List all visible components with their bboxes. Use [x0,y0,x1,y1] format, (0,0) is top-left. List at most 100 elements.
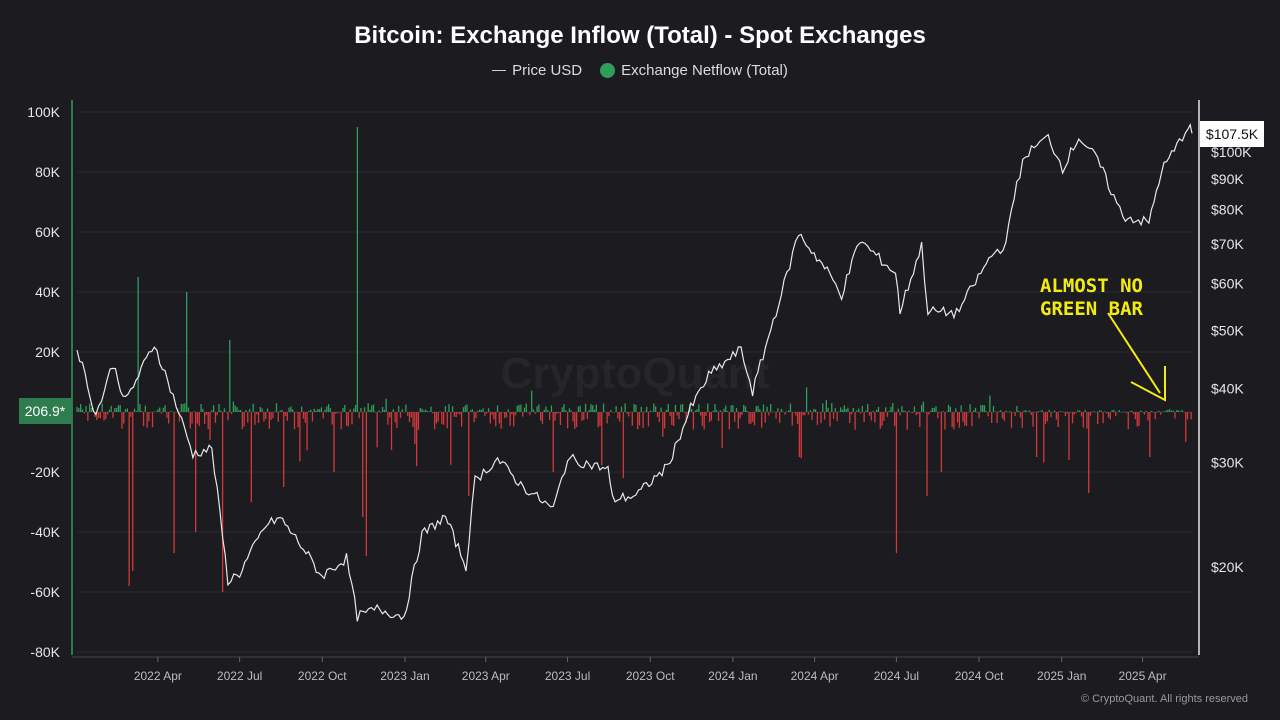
netflow-bar [496,405,499,412]
netflow-bar [698,404,700,412]
netflow-bar [946,411,948,412]
netflow-bar [1113,409,1115,412]
copyright: © CryptoQuant. All rights reserved [1080,693,1248,705]
netflow-bar [570,410,572,412]
netflow-bar [642,412,644,429]
netflow-bar [1132,412,1135,415]
netflow-bar [186,292,188,412]
netflow-bar [459,412,461,415]
watermark: CryptoQuant [501,349,770,398]
netflow-bar [374,411,376,413]
netflow-bar [387,412,389,425]
netflow-bar [895,412,898,553]
netflow-bar [313,408,315,412]
netflow-bar [651,411,653,412]
netflow-bar [791,412,793,426]
netflow-bar [478,409,481,412]
netflow-bar [665,409,668,412]
netflow-bar [121,412,123,429]
netflow-bar [744,406,747,412]
netflow-bar [486,412,488,414]
netflow-bar [1030,412,1032,415]
netflow-bar [548,412,551,420]
netflow-bar [340,412,342,430]
netflow-bar [527,412,529,413]
netflow-bar [277,412,279,422]
netflow-bar [953,412,955,430]
netflow-bar [464,405,466,412]
netflow-bar [390,412,393,451]
netflow-bar [1107,412,1110,418]
netflow-bar [396,412,398,429]
legend-price[interactable]: Price USD [492,62,582,79]
netflow-bar [381,406,384,412]
netflow-bar [175,411,177,413]
left-tick-label: -20K [30,464,60,480]
current-netflow-label: 206.9* [19,398,71,424]
netflow-bar [345,412,348,426]
netflow-bar [617,412,619,419]
netflow-bar [615,405,617,412]
netflow-bar [552,412,554,472]
netflow-bar [955,408,957,412]
x-tick-label: 2023 Apr [462,669,510,683]
netflow-bar [816,412,819,425]
netflow-bar [297,412,299,428]
right-tick-label: $100K [1211,144,1252,160]
netflow-bar [692,412,695,430]
netflow-bar [378,410,380,412]
netflow-bar [112,412,114,418]
netflow-bar [119,405,121,412]
netflow-bar [793,412,795,413]
netflow-bar [221,412,224,592]
netflow-bar [735,407,738,412]
netflow-bar [435,412,438,424]
netflow-bar [401,409,403,412]
netflow-bar [913,406,916,412]
netflow-bar [99,412,102,419]
netflow-bar [714,404,716,412]
legend[interactable]: Price USD Exchange Netflow (Total) [0,62,1280,79]
netflow-bar [142,412,145,427]
netflow-bar [897,408,899,412]
netflow-bar [310,409,312,412]
netflow-bar [683,411,686,413]
netflow-bar [991,412,993,424]
netflow-bar [980,404,982,412]
netflow-bar [439,411,441,412]
netflow-bar [947,404,950,412]
netflow-bar [520,404,522,412]
netflow-bar [227,412,229,421]
netflow-bar [723,408,725,412]
netflow-bar [1179,411,1182,412]
netflow-bar [883,412,885,421]
netflow-bar [1010,412,1013,428]
netflow-bar [701,412,704,426]
netflow-bar [523,407,526,412]
netflow-bar [867,403,869,412]
netflow-bar [157,409,159,412]
netflow-bar [256,412,258,415]
netflow-bar [252,403,254,412]
netflow-bar [455,412,457,418]
netflow-bar [1165,410,1167,412]
netflow-bar [841,409,844,412]
legend-netflow[interactable]: Exchange Netflow (Total) [600,62,788,79]
netflow-bar [536,406,538,412]
netflow-bar [755,406,757,412]
netflow-bar [1017,410,1020,412]
netflow-bar [302,412,305,419]
netflow-bar [225,411,227,413]
netflow-bar [261,408,263,412]
netflow-bar [568,408,571,412]
netflow-bar [626,412,628,414]
current-price-label: $107.5K [1200,121,1264,147]
netflow-bar [326,406,328,412]
netflow-bar [798,412,801,457]
netflow-bar [114,408,116,412]
netflow-bar [266,408,269,412]
x-tick-label: 2025 Apr [1119,669,1167,683]
netflow-bar [832,412,835,419]
netflow-bar [796,412,799,424]
